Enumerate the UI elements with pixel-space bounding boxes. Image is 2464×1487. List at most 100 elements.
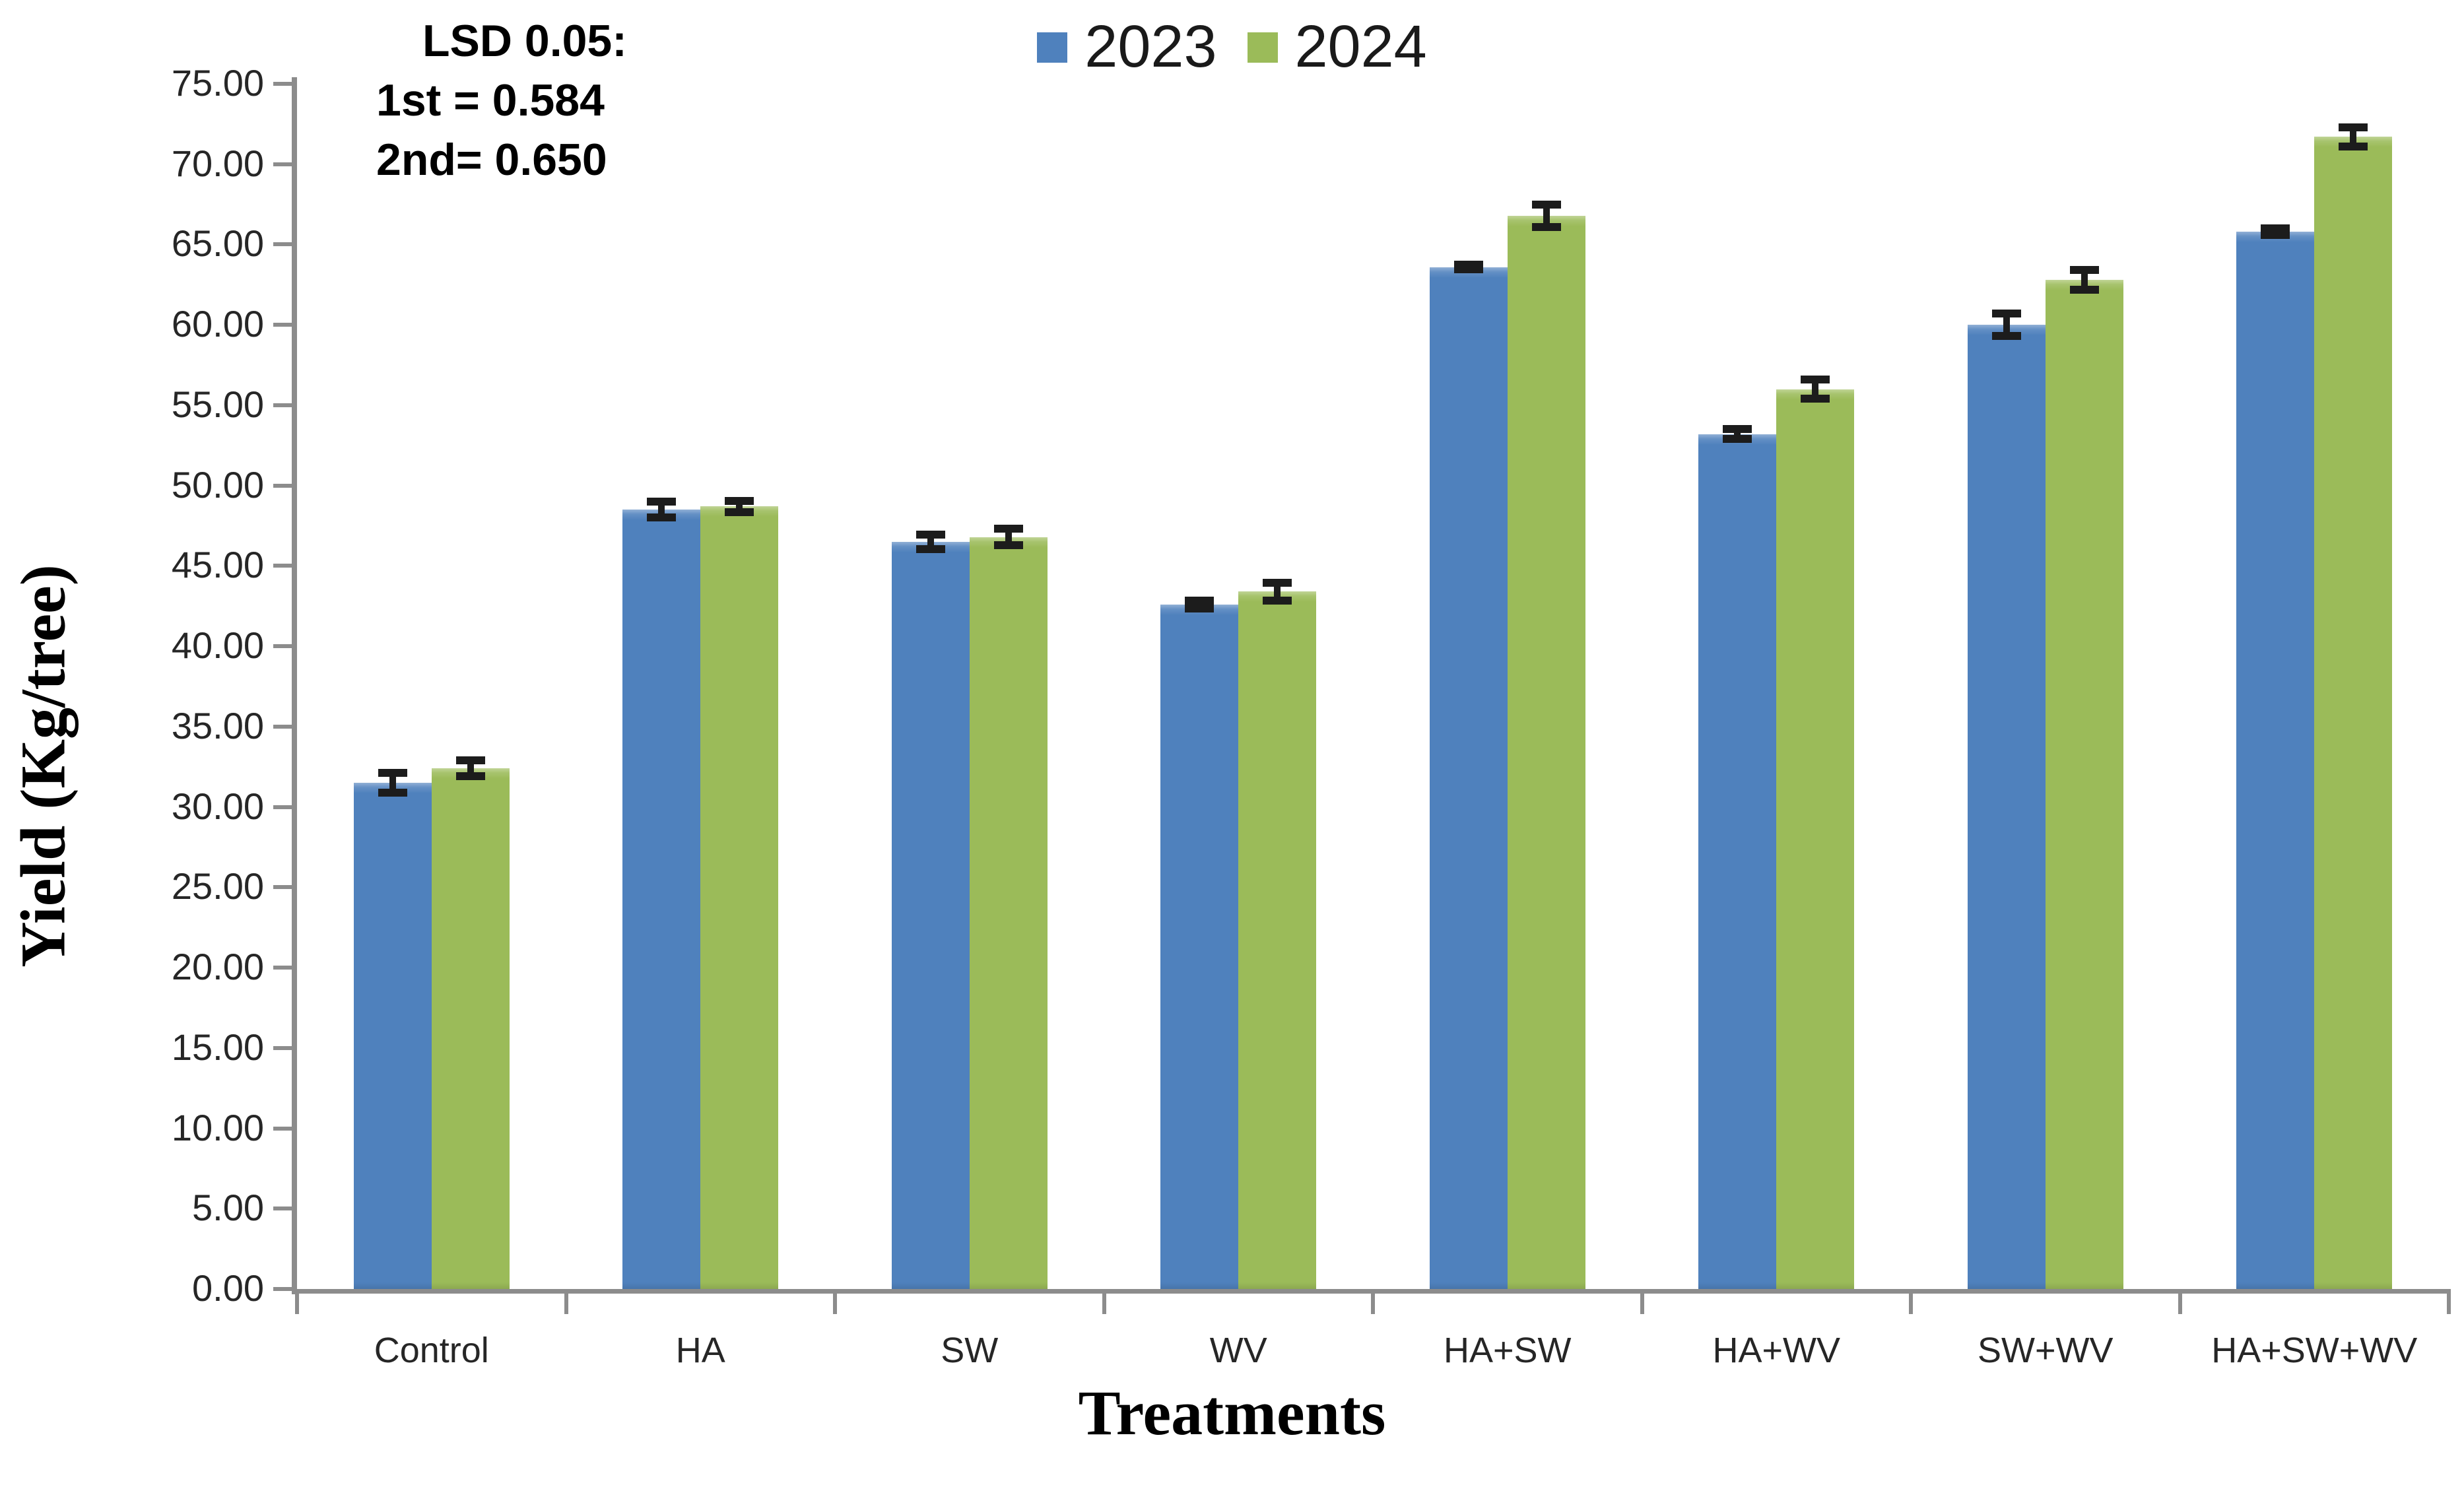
bar-2023-HA+WV: [1698, 434, 1777, 1289]
x-category-label-WV: WV: [1209, 1331, 1267, 1370]
error-bar-2024-Control: [467, 760, 474, 777]
error-bar-2024-HA+SW: [1543, 204, 1550, 227]
bar-2024-HA+SW: [1507, 215, 1585, 1289]
y-tick-label-25.00: 25.00: [171, 865, 264, 908]
error-bar-cap-bottom-2024-HA: [725, 508, 754, 516]
y-tick-60.00: [273, 323, 292, 327]
bar-2023-SW: [891, 541, 970, 1289]
x-category-label-HA+SW+WV: HA+SW+WV: [2211, 1331, 2418, 1370]
y-tick-55.00: [273, 403, 292, 407]
error-bar-cap-top-2024-Control: [455, 756, 485, 764]
y-tick-50.00: [273, 483, 292, 488]
error-bar-cap-top-2024-HA+SW: [1531, 200, 1561, 209]
x-tick-0: [295, 1289, 299, 1314]
y-tick-20.00: [273, 966, 292, 970]
legend-item-2023: 2023: [1037, 13, 1217, 81]
y-tick-label-15.00: 15.00: [171, 1026, 264, 1068]
error-bar-cap-bottom-2024-HA+SW: [1531, 222, 1561, 231]
error-bar-cap-bottom-2023-HA+WV: [1723, 435, 1752, 444]
error-bar-cap-top-2023-HA: [647, 498, 677, 506]
y-tick-35.00: [273, 724, 292, 729]
error-bar-cap-top-2024-HA: [725, 496, 754, 505]
y-tick-75.00: [273, 82, 292, 86]
y-tick-label-35.00: 35.00: [171, 704, 264, 746]
y-tick-70.00: [273, 162, 292, 166]
legend-label-2023: 2023: [1084, 14, 1217, 80]
y-tick-10.00: [273, 1126, 292, 1131]
error-bar-cap-bottom-2024-SW+WV: [2069, 285, 2099, 294]
error-bar-cap-top-2024-WV: [1263, 578, 1292, 587]
error-bar-cap-top-2023-HA+WV: [1723, 425, 1752, 434]
y-tick-0.00: [273, 1287, 292, 1291]
error-bar-cap-top-2024-HA+WV: [1801, 375, 1830, 383]
x-category-label-Control: Control: [374, 1331, 489, 1370]
y-tick-label-55.00: 55.00: [171, 383, 264, 425]
error-bar-2024-HA: [736, 500, 743, 512]
bar-2023-HA+SW+WV: [2236, 231, 2315, 1289]
x-axis-title: Treatments: [1078, 1377, 1386, 1448]
error-bar-2023-SW: [927, 534, 934, 549]
x-axis-line: [292, 1289, 2449, 1294]
bar-2023-HA+SW: [1429, 267, 1508, 1289]
bar-2023-SW+WV: [1967, 325, 2046, 1289]
y-tick-40.00: [273, 644, 292, 649]
y-tick-15.00: [273, 1045, 292, 1050]
y-tick-65.00: [273, 242, 292, 247]
bar-2024-HA: [700, 506, 779, 1289]
error-bar-2024-HA+SW+WV: [2350, 127, 2357, 147]
error-bar-2024-SW: [1005, 529, 1012, 545]
y-tick-label-50.00: 50.00: [171, 463, 264, 506]
legend-item-2024: 2024: [1247, 13, 1427, 81]
error-bar-cap-bottom-2024-SW: [993, 541, 1023, 549]
error-bar-cap-bottom-2023-HA+SW+WV: [2261, 230, 2290, 239]
x-tick-2: [833, 1289, 837, 1314]
bar-2024-Control: [431, 768, 510, 1289]
y-tick-label-0.00: 0.00: [192, 1267, 264, 1309]
y-tick-label-45.00: 45.00: [171, 544, 264, 586]
error-bar-cap-bottom-2023-WV: [1185, 604, 1215, 612]
legend-swatch-2024: [1247, 32, 1278, 63]
x-tick-7: [2178, 1289, 2182, 1314]
y-tick-label-10.00: 10.00: [171, 1106, 264, 1148]
error-bar-cap-bottom-2024-Control: [455, 772, 485, 781]
error-bar-cap-bottom-2024-WV: [1263, 596, 1292, 605]
x-category-label-SW: SW: [941, 1331, 999, 1370]
x-tick-8: [2447, 1289, 2451, 1314]
lsd-annotation-line-1: LSD 0.05:: [422, 16, 627, 66]
bar-2024-SW+WV: [2045, 280, 2123, 1289]
lsd-annotation-line-2: 1st = 0.584: [376, 75, 605, 125]
bar-2023-Control: [353, 783, 432, 1289]
y-tick-label-5.00: 5.00: [192, 1187, 264, 1229]
x-category-label-HA+SW: HA+SW: [1443, 1331, 1572, 1370]
error-bar-cap-top-2023-WV: [1185, 596, 1215, 605]
bar-2023-WV: [1160, 604, 1239, 1289]
error-bar-cap-bottom-2023-SW+WV: [1991, 332, 2021, 341]
error-bar-cap-top-2023-SW+WV: [1991, 310, 2021, 318]
error-bar-cap-bottom-2024-HA+SW+WV: [2339, 142, 2368, 150]
bar-2024-HA+WV: [1776, 389, 1855, 1289]
x-tick-1: [564, 1289, 568, 1314]
y-tick-30.00: [273, 805, 292, 809]
error-bar-cap-bottom-2024-HA+WV: [1801, 395, 1830, 403]
legend-swatch-2023: [1037, 32, 1068, 63]
error-bar-2023-WV: [1196, 600, 1203, 609]
legend-label-2024: 2024: [1294, 14, 1427, 80]
lsd-annotation-line-3: 2nd= 0.650: [376, 134, 607, 185]
x-tick-4: [1371, 1289, 1375, 1314]
x-tick-3: [1102, 1289, 1106, 1314]
error-bar-cap-bottom-2023-SW: [916, 545, 945, 553]
x-category-label-SW+WV: SW+WV: [1977, 1331, 2114, 1370]
x-category-label-HA+WV: HA+WV: [1712, 1331, 1841, 1370]
lsd-annotation: LSD 0.05: 1st = 0.584 2nd= 0.650: [376, 12, 627, 189]
error-bar-cap-bottom-2023-HA: [647, 513, 677, 522]
error-bar-2023-Control: [389, 773, 396, 793]
y-tick-45.00: [273, 564, 292, 568]
x-tick-5: [1640, 1289, 1644, 1314]
y-tick-label-20.00: 20.00: [171, 946, 264, 988]
x-tick-6: [1909, 1289, 1913, 1314]
error-bar-cap-bottom-2023-HA+SW: [1453, 265, 1483, 274]
y-tick-label-60.00: 60.00: [171, 303, 264, 345]
error-bar-cap-top-2023-Control: [378, 769, 407, 777]
